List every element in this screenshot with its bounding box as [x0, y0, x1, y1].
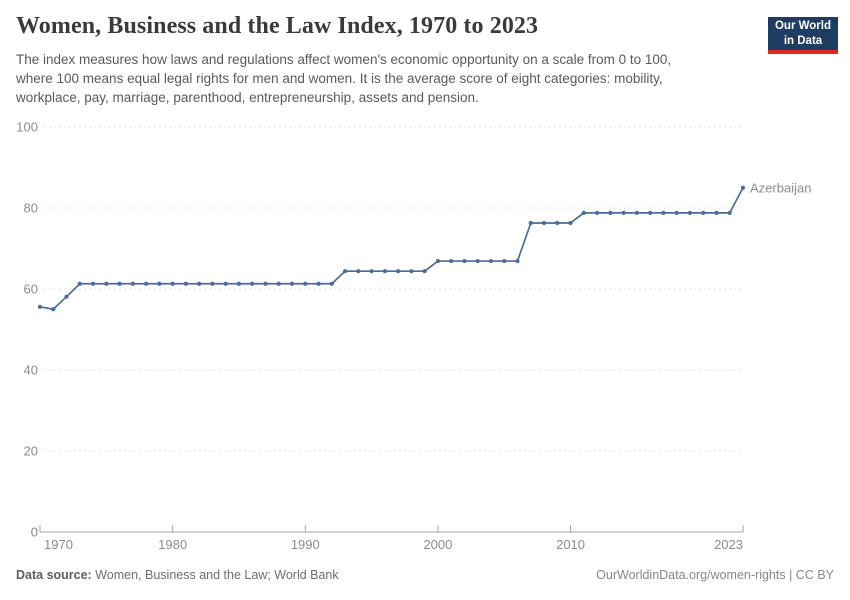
data-source-text: Women, Business and the Law; World Bank	[95, 568, 339, 582]
data-point-azerbaijan-1988[interactable]	[276, 281, 281, 286]
data-point-azerbaijan-2019[interactable]	[687, 210, 693, 215]
y-tick-label-40: 40	[24, 363, 38, 378]
data-point-azerbaijan-1994[interactable]	[356, 269, 361, 274]
subtitle-line-2: where 100 means equal legal rights for m…	[16, 71, 663, 86]
data-point-azerbaijan-2017[interactable]	[661, 210, 666, 215]
data-point-azerbaijan-2015[interactable]	[634, 210, 639, 215]
x-tick-label-1980: 1980	[158, 537, 187, 552]
data-point-azerbaijan-2001[interactable]	[449, 258, 454, 264]
data-point-azerbaijan-2021[interactable]	[714, 210, 719, 215]
y-tick-label-100: 100	[16, 120, 38, 135]
data-point-azerbaijan-2020[interactable]	[701, 210, 706, 215]
data-point-azerbaijan-1982[interactable]	[197, 281, 202, 286]
owid-logo-line1: Our World	[774, 20, 831, 32]
data-point-azerbaijan-2002[interactable]	[462, 258, 467, 264]
chart-footer: Data source: Women, Business and the Law…	[16, 568, 834, 582]
data-point-azerbaijan-2022[interactable]	[727, 210, 732, 215]
data-point-azerbaijan-2023[interactable]	[740, 185, 746, 190]
data-point-azerbaijan-1986[interactable]	[250, 281, 255, 286]
data-point-azerbaijan-1990[interactable]	[303, 281, 308, 286]
data-point-azerbaijan-1983[interactable]	[210, 281, 215, 286]
owid-logo-red-bar	[768, 50, 838, 54]
owid-logo[interactable]: Our World in Data	[768, 17, 838, 54]
data-point-azerbaijan-2011[interactable]	[581, 210, 586, 215]
data-point-azerbaijan-2014[interactable]	[621, 210, 626, 215]
data-point-azerbaijan-2012[interactable]	[594, 210, 600, 215]
data-point-azerbaijan-1995[interactable]	[369, 269, 374, 274]
chart-subtitle: The index measures how laws and regulati…	[16, 50, 776, 107]
data-point-azerbaijan-2008[interactable]	[541, 220, 547, 226]
data-point-azerbaijan-2003[interactable]	[475, 258, 480, 264]
data-point-azerbaijan-1977[interactable]	[130, 281, 135, 286]
subtitle-line-1: The index measures how laws and regulati…	[16, 52, 672, 67]
y-tick-label-0: 0	[31, 525, 38, 540]
data-source: Data source: Women, Business and the Law…	[16, 568, 339, 582]
data-point-azerbaijan-2004[interactable]	[488, 258, 494, 264]
data-point-azerbaijan-2006[interactable]	[515, 258, 520, 264]
y-tick-label-80: 80	[24, 201, 38, 216]
owid-logo-text: Our World in Data	[768, 17, 838, 50]
data-point-azerbaijan-2016[interactable]	[648, 210, 653, 215]
x-tick-label-2010: 2010	[556, 537, 585, 552]
data-point-azerbaijan-2007[interactable]	[528, 220, 533, 226]
data-point-azerbaijan-1998[interactable]	[409, 269, 414, 274]
data-point-azerbaijan-1985[interactable]	[236, 281, 242, 286]
x-tick-label-1970: 1970	[44, 537, 73, 552]
series-label-azerbaijan[interactable]: Azerbaijan	[750, 180, 811, 195]
y-tick-label-20: 20	[24, 444, 38, 459]
data-point-azerbaijan-1974[interactable]	[90, 281, 96, 286]
data-point-azerbaijan-2010[interactable]	[568, 220, 573, 226]
data-point-azerbaijan-1987[interactable]	[263, 281, 268, 286]
data-point-azerbaijan-2013[interactable]	[608, 210, 613, 215]
page-title: Women, Business and the Law Index, 1970 …	[16, 13, 539, 39]
y-tick-label-60: 60	[24, 282, 38, 297]
owid-logo-line2: in Data	[783, 34, 823, 47]
data-point-azerbaijan-1970[interactable]	[37, 304, 43, 309]
data-source-label: Data source:	[16, 568, 92, 582]
data-point-azerbaijan-1999[interactable]	[422, 269, 427, 274]
data-point-azerbaijan-1980[interactable]	[170, 281, 175, 286]
data-point-azerbaijan-1976[interactable]	[117, 281, 122, 286]
data-point-azerbaijan-2018[interactable]	[674, 210, 679, 215]
subtitle-line-3: workplace, pay, marriage, parenthood, en…	[16, 90, 479, 105]
data-point-azerbaijan-1991[interactable]	[316, 281, 321, 286]
data-point-azerbaijan-1972[interactable]	[64, 294, 69, 299]
data-point-azerbaijan-1973[interactable]	[77, 281, 82, 286]
data-point-azerbaijan-2009[interactable]	[555, 220, 560, 226]
x-tick-label-2023: 2023	[714, 537, 743, 552]
data-point-azerbaijan-1997[interactable]	[396, 269, 401, 274]
x-tick-label-1990: 1990	[291, 537, 320, 552]
data-point-azerbaijan-2000[interactable]	[435, 258, 441, 264]
series-line-azerbaijan[interactable]	[39, 186, 744, 311]
data-point-azerbaijan-1993[interactable]	[342, 269, 348, 274]
data-point-azerbaijan-1975[interactable]	[104, 281, 109, 286]
data-point-azerbaijan-1989[interactable]	[289, 281, 295, 286]
data-point-azerbaijan-1992[interactable]	[329, 281, 334, 286]
data-point-azerbaijan-1978[interactable]	[144, 281, 149, 286]
data-point-azerbaijan-1979[interactable]	[157, 281, 162, 286]
data-point-azerbaijan-1981[interactable]	[183, 281, 189, 286]
data-point-azerbaijan-1984[interactable]	[223, 281, 228, 286]
x-tick-label-2000: 2000	[423, 537, 452, 552]
data-point-azerbaijan-1971[interactable]	[51, 307, 56, 312]
data-point-azerbaijan-2005[interactable]	[502, 258, 507, 264]
data-point-azerbaijan-1996[interactable]	[382, 269, 387, 274]
cc-link[interactable]: OurWorldinData.org/women-rights | CC BY	[596, 568, 834, 582]
